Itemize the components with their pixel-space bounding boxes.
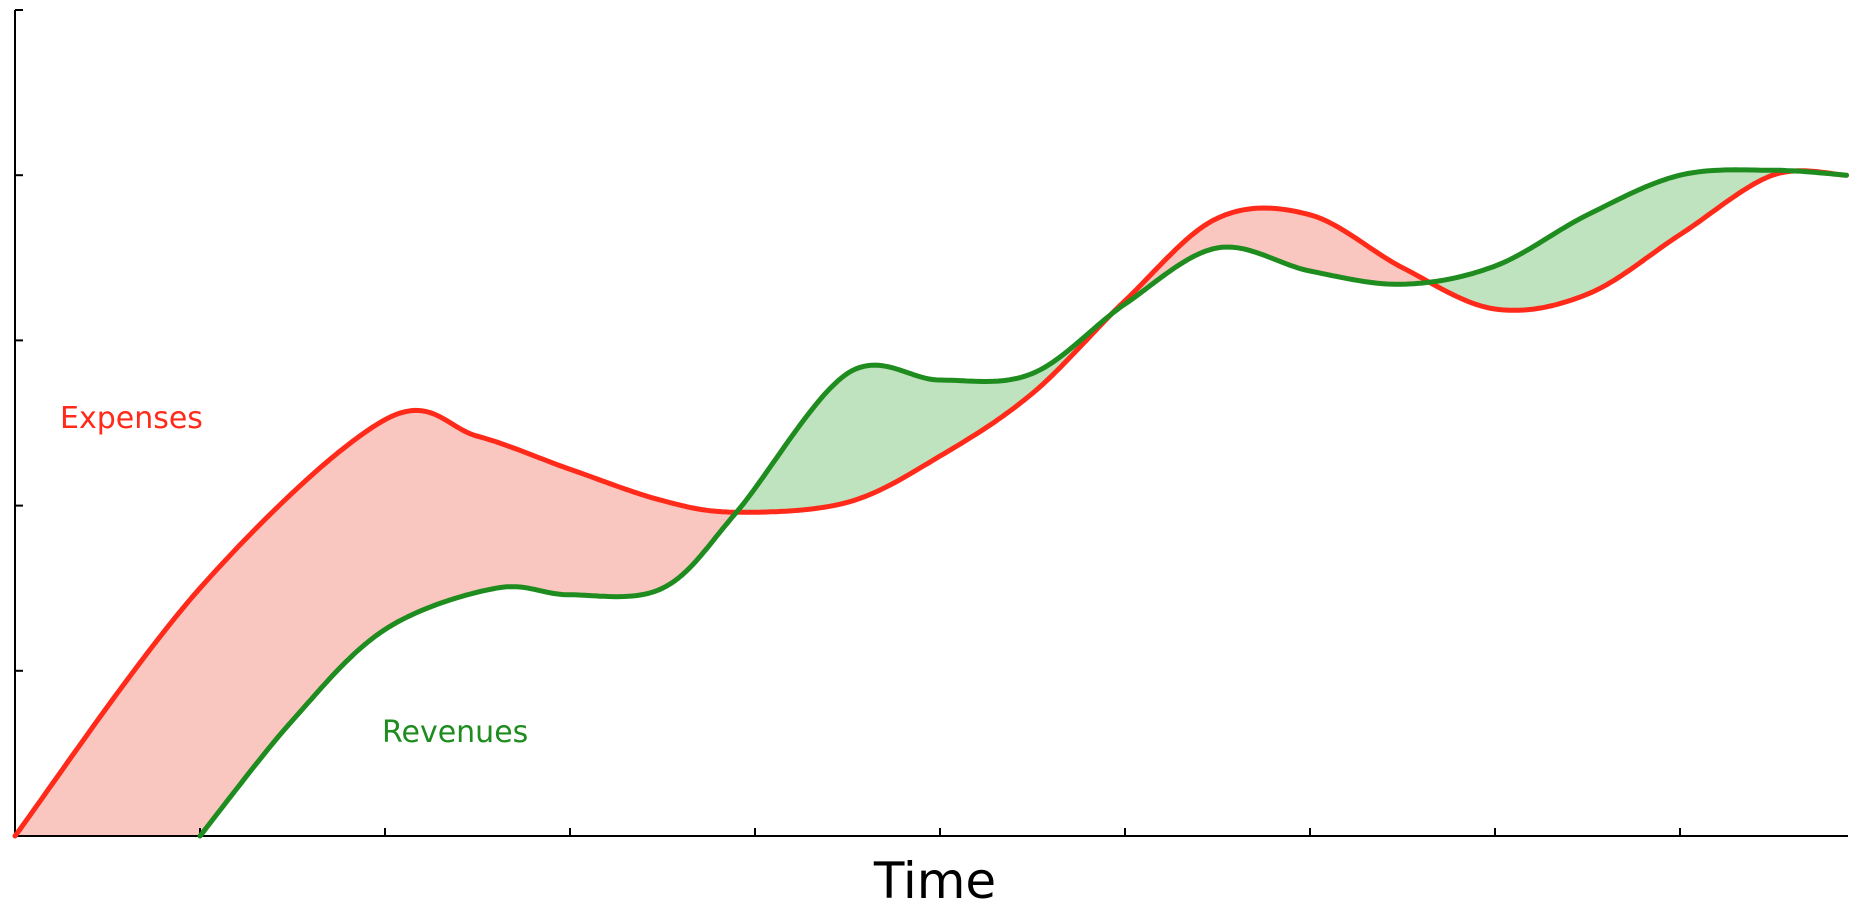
series-label-expenses: Expenses: [60, 401, 203, 436]
fill-region-revenues-higher-3: [1430, 169, 1795, 311]
fill-region-expenses-higher-0: [15, 410, 737, 836]
x-axis-title: Time: [873, 852, 996, 904]
series-lines: [12, 167, 1849, 839]
fill-region-expenses-higher-2: [1112, 208, 1429, 314]
series-label-revenues: Revenues: [382, 715, 528, 750]
series-line-expenses: [12, 168, 1849, 839]
fill-region-revenues-higher-1: [738, 315, 1111, 513]
fill-regions: [15, 169, 1847, 836]
series-line-revenues: [197, 167, 1849, 839]
series-labels: Expenses Revenues: [60, 401, 528, 750]
